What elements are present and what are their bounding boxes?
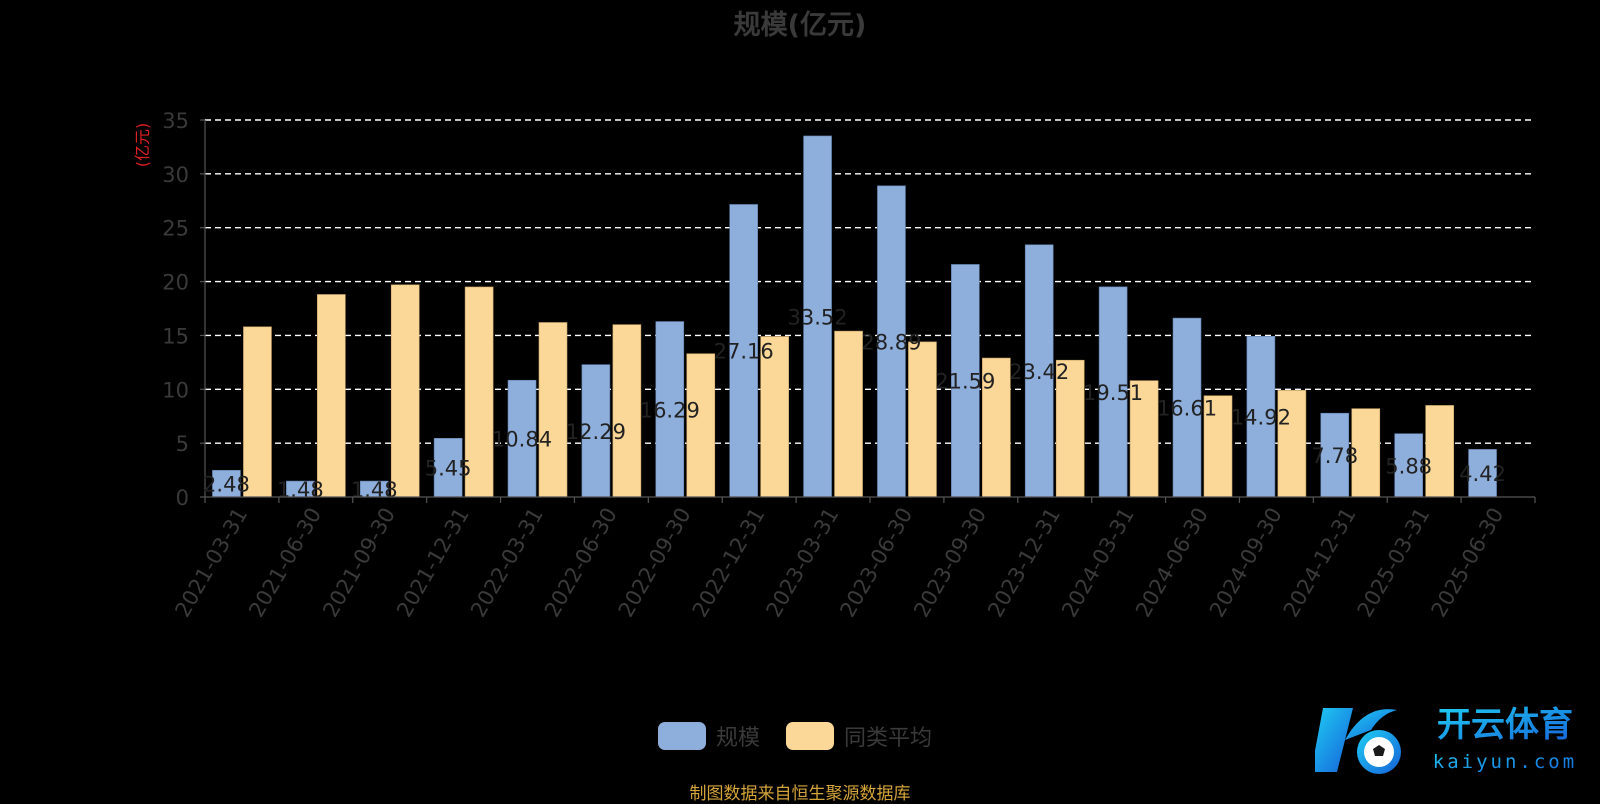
y-tick-label: 5 [176,432,189,456]
x-tick-label: 2025-03-31 [1353,504,1435,622]
y-tick-label: 10 [162,378,189,402]
bar-scale [1098,286,1128,498]
bar-value-label: 14.92 [1231,406,1291,430]
bar-value-label: 4.42 [1459,462,1506,486]
bar-value-label: 33.52 [787,305,847,329]
bar-value-label: 1.48 [277,478,324,502]
x-tick-label: 2023-03-31 [762,504,844,622]
x-tick-label: 2022-06-30 [540,504,622,622]
x-tick-label: 2025-06-30 [1427,504,1509,622]
data-labels: 2.48 1.48 1.48 5.45 10.84 12.29 16.29 27.16 33.5… [203,305,1506,502]
bar-peer-average [1055,359,1085,498]
bar-value-label: 5.45 [425,457,472,481]
x-tick-label: 2023-06-30 [835,504,917,622]
bar-peer-average [1203,395,1233,498]
bar-scale [729,204,758,498]
bar-scale [507,379,537,498]
x-tick-label: 2024-09-30 [1205,504,1287,622]
bar-peer-average [1351,408,1381,498]
bar-value-label: 5.88 [1385,454,1432,478]
bar-series [212,135,1497,498]
bar-scale [1320,412,1350,498]
bar-value-label: 23.42 [1009,360,1069,384]
bar-peer-average [612,324,642,498]
bar-peer-average [834,330,863,498]
y-tick-label: 15 [162,324,189,348]
watermark-url: kaiyun.com [1433,751,1577,773]
bar-value-label: 21.59 [935,370,995,394]
legend-swatch-scale [658,722,706,750]
x-tick-label: 2021-06-30 [244,504,326,622]
x-tick-label: 2024-06-30 [1131,504,1213,622]
bar-scale [581,364,611,498]
legend-item-peer-average[interactable]: 同类平均 [786,720,932,752]
bar-scale [212,469,241,498]
bar-scale [803,135,832,498]
bar-scale [1246,335,1276,498]
bar-value-label: 1.48 [351,478,398,502]
y-axis-label: (亿元) [133,123,152,168]
legend: 规模 同类平均 [0,720,1600,752]
bar-peer-average [317,294,346,498]
bar-peer-average [243,326,272,498]
y-tick-label: 0 [176,486,189,510]
y-tick-label: 25 [162,217,189,241]
x-tick-label: 2022-12-31 [688,504,770,622]
x-tick-label: 2023-09-30 [909,504,991,622]
bar-scale [877,185,906,498]
y-tick-label: 30 [162,163,189,187]
x-tick-label: 2021-09-30 [318,504,400,622]
x-tick-label: 2022-03-31 [466,504,548,622]
bar-peer-average [760,336,789,498]
bar-peer-average [1277,390,1307,498]
bar-scale [951,264,980,498]
x-tick-label: 2023-12-31 [983,504,1065,622]
grid-lines [205,119,1535,444]
bar-peer-average [464,286,494,498]
bar-peer-average [982,357,1011,498]
y-tick-label: 35 [162,109,189,133]
bar-scale [433,437,463,498]
bar-peer-average [390,284,420,498]
bar-scale [1024,244,1054,498]
bar-value-label: 16.61 [1157,397,1217,421]
chart-title: 规模(亿元) [734,10,867,41]
y-tick-label: 20 [162,271,189,295]
x-tick-label: 2021-03-31 [170,504,252,622]
bar-scale [655,321,685,498]
legend-swatch-peer-average [786,722,834,750]
bar-peer-average [686,353,716,498]
x-tick-label: 2024-03-31 [1057,504,1139,622]
bar-value-label: 28.89 [861,330,921,354]
bar-value-label: 10.84 [492,428,552,452]
legend-label-peer-average: 同类平均 [844,726,933,751]
bar-peer-average [1129,380,1159,498]
x-tick-label: 2022-09-30 [614,504,696,622]
source-note: 制图数据来自恒生聚源数据库 [689,784,911,804]
bar-peer-average [908,341,937,498]
bar-value-label: 12.29 [566,420,626,444]
x-tick-label: 2021-12-31 [392,504,474,622]
bar-peer-average [1425,405,1454,498]
x-tick-label: 2024-12-31 [1279,504,1361,622]
bar-value-label: 16.29 [640,398,700,422]
bar-value-label: 19.51 [1083,381,1143,405]
bar-scale [1172,317,1202,498]
legend-item-scale[interactable]: 规模 [658,720,760,752]
y-axis: 0 5 10 15 20 25 30 35 [162,109,206,510]
bar-value-label: 2.48 [203,473,250,497]
x-axis: 2021-03-312021-06-302021-09-302021-12-31… [170,496,1536,622]
bar-value-label: 27.16 [714,340,774,364]
bar-value-label: 7.78 [1311,444,1358,468]
bar-peer-average [538,322,568,498]
legend-label-scale: 规模 [716,726,761,751]
watermark-logo: 开云体育 kaiyun.com [1315,705,1577,774]
watermark-name: 开云体育 [1437,705,1573,745]
